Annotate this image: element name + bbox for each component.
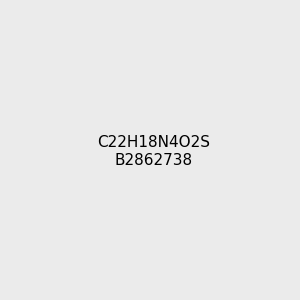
- Text: C22H18N4O2S
B2862738: C22H18N4O2S B2862738: [97, 135, 210, 168]
